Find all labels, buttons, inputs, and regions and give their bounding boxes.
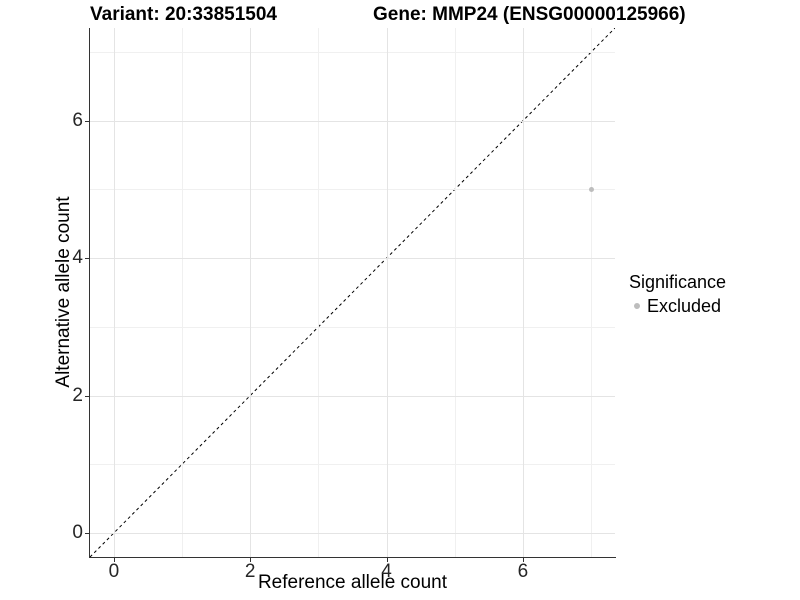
gridline-minor-horizontal bbox=[90, 52, 615, 54]
x-axis-line bbox=[89, 557, 616, 558]
gridline-major-vertical bbox=[386, 28, 388, 557]
gridline-minor-horizontal bbox=[90, 189, 615, 191]
identity-dashed-line bbox=[90, 28, 615, 557]
gridline-minor-horizontal bbox=[90, 326, 615, 328]
gridline-minor-vertical bbox=[182, 28, 184, 557]
gridline-major-vertical bbox=[113, 28, 115, 557]
gridline-minor-vertical bbox=[454, 28, 456, 557]
gridline-major-horizontal bbox=[90, 258, 615, 260]
variant-title: Variant: 20:33851504 bbox=[90, 4, 277, 25]
gridline-minor-vertical bbox=[591, 28, 593, 557]
gridline-minor-vertical bbox=[318, 28, 320, 557]
y-axis-tick bbox=[85, 120, 89, 122]
y-axis-line bbox=[89, 28, 90, 558]
y-axis-tick bbox=[85, 258, 89, 260]
identity-line-layer bbox=[90, 28, 615, 557]
y-axis-tick-label: 0 bbox=[72, 521, 83, 543]
legend-title: Significance bbox=[629, 272, 727, 292]
x-axis-tick bbox=[113, 558, 115, 562]
gridline-minor-horizontal bbox=[90, 464, 615, 466]
gridline-major-vertical bbox=[522, 28, 524, 557]
y-axis-tick bbox=[85, 395, 89, 397]
x-axis-tick-label: 2 bbox=[244, 561, 256, 582]
legend-item-excluded: Excluded bbox=[629, 295, 799, 317]
y-axis-tick-label: 4 bbox=[72, 247, 83, 269]
x-axis-tick-label: 6 bbox=[517, 561, 529, 582]
y-axis-tick-label: 2 bbox=[72, 384, 83, 406]
data-point bbox=[588, 186, 594, 192]
gene-title: Gene: MMP24 (ENSG00000125966) bbox=[373, 4, 686, 25]
x-axis-tick bbox=[522, 558, 524, 562]
x-axis-tick-label: 4 bbox=[381, 561, 392, 582]
y-axis-tick bbox=[85, 532, 89, 534]
legend-key-point-icon bbox=[634, 303, 640, 309]
plot-panel bbox=[90, 28, 615, 557]
gridline-major-horizontal bbox=[90, 532, 615, 534]
x-axis-title: Reference allele count bbox=[257, 572, 448, 593]
gridline-major-vertical bbox=[250, 28, 252, 557]
x-axis-tick-label: 0 bbox=[108, 561, 120, 582]
y-axis-tick-label: 6 bbox=[72, 109, 83, 131]
x-axis-tick bbox=[386, 558, 388, 562]
gridline-major-horizontal bbox=[90, 395, 615, 397]
legend: Significance Excluded bbox=[629, 271, 799, 317]
gridline-major-horizontal bbox=[90, 120, 615, 122]
x-axis-tick bbox=[250, 558, 252, 562]
legend-item-label: Excluded bbox=[647, 296, 722, 316]
